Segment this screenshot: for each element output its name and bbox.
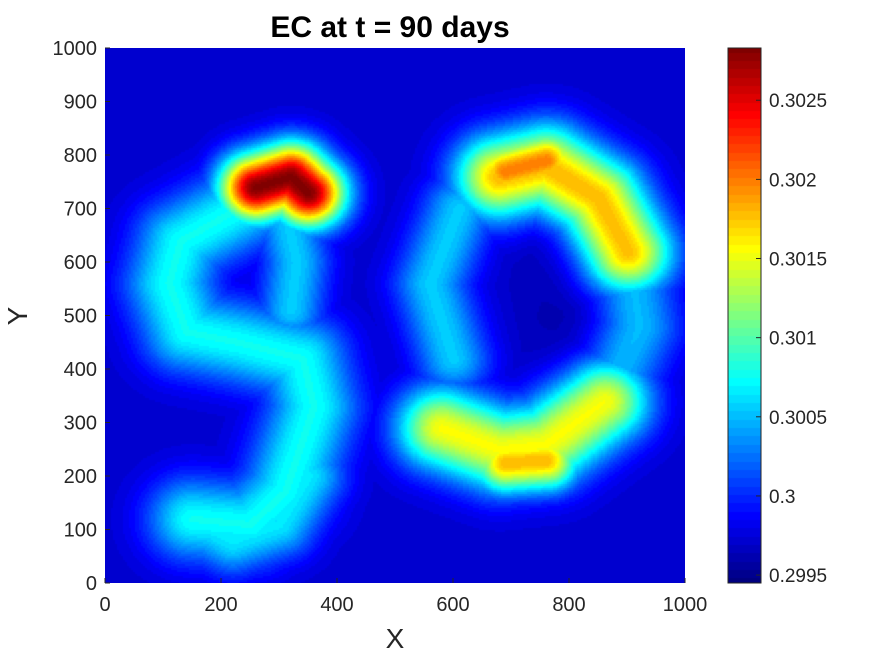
x-tick-label: 1000 — [663, 594, 708, 616]
plot-area — [105, 48, 685, 583]
colorbar-ticks: 0.2995 0.3 0.3005 0.301 0.3015 0.302 0.3025 — [756, 91, 827, 587]
y-tick-label: 900 — [64, 92, 97, 114]
y-tick-label: 400 — [64, 359, 97, 381]
y-tick-label: 700 — [64, 199, 97, 221]
colorbar-tick-label: 0.3015 — [769, 250, 827, 271]
heatmap-field — [105, 48, 685, 583]
x-axis-label: X — [386, 623, 405, 654]
x-tick-label: 600 — [436, 594, 469, 616]
colorbar-tick-label: 0.2995 — [769, 566, 827, 587]
y-axis-label: Y — [2, 306, 33, 325]
y-tick-label: 800 — [64, 145, 97, 167]
colorbar-gradient — [728, 48, 761, 583]
chart-title: EC at t = 90 days — [270, 11, 509, 44]
y-tick-label: 200 — [64, 466, 97, 488]
y-tick-label: 1000 — [53, 38, 98, 60]
y-tick-label: 600 — [64, 252, 97, 274]
colorbar: 0.2995 0.3 0.3005 0.301 0.3015 0.302 0.3025 — [727, 47, 827, 587]
x-axis: 0 200 400 600 800 1000 — [99, 578, 707, 616]
y-tick-label: 500 — [64, 306, 97, 328]
y-axis: 0 100 200 300 400 500 600 700 800 900 1000 — [53, 38, 110, 595]
colorbar-tick-label: 0.3 — [769, 487, 795, 508]
x-tick-label: 200 — [204, 594, 237, 616]
y-tick-label: 0 — [86, 573, 97, 595]
x-tick-label: 400 — [320, 594, 353, 616]
y-tick-label: 300 — [64, 413, 97, 435]
colorbar-tick-label: 0.3005 — [769, 408, 827, 429]
x-tick-label: 800 — [552, 594, 585, 616]
colorbar-tick-label: 0.302 — [769, 170, 817, 191]
y-tick-label: 100 — [64, 520, 97, 542]
colorbar-tick-label: 0.3025 — [769, 91, 827, 112]
colorbar-tick-label: 0.301 — [769, 329, 817, 350]
x-tick-label: 0 — [99, 594, 110, 616]
